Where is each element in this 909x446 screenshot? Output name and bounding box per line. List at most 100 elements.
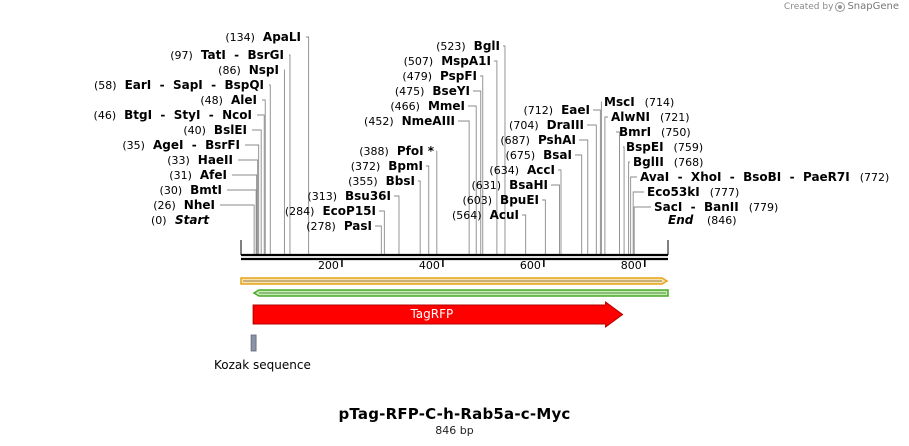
- enzyme-labels: ApaLI (134) TatI - BsrGI (97) NspI (86)EarI -…: [94, 30, 890, 233]
- enzyme-site-name: BseYI: [432, 84, 470, 98]
- enzyme-site-position: (675): [506, 149, 536, 162]
- enzyme-site-position: (479): [402, 70, 432, 83]
- enzyme-site-line: [604, 116, 608, 254]
- enzyme-site-name: PasI: [344, 219, 372, 233]
- enzyme-site-line: [630, 176, 637, 254]
- enzyme-site-name: AleI: [231, 93, 257, 107]
- enzyme-site-position: (466): [390, 100, 420, 113]
- enzyme-site-name: BglI: [474, 39, 500, 53]
- enzyme-site-name: EcoP15I: [322, 204, 376, 218]
- enzyme-site-line: [269, 84, 271, 254]
- enzyme-site-line: [468, 105, 477, 254]
- enzyme-site-name: Bsu36I: [345, 189, 391, 203]
- enzyme-site-position: (86): [218, 64, 241, 77]
- enzyme-site-position: (58): [94, 79, 117, 92]
- enzyme-site-position: (97): [170, 49, 193, 62]
- enzyme-site-position: (768): [674, 156, 704, 169]
- enzyme-site-line: [623, 146, 625, 254]
- enzyme-site-line: [262, 99, 266, 254]
- enzyme-site-position: (714): [645, 96, 675, 109]
- enzyme-site-position: (40): [183, 124, 206, 137]
- credit-brand: SnapGene: [847, 1, 899, 12]
- enzyme-site-name: BbsI: [386, 174, 415, 188]
- enzyme-site-name: BglII: [633, 155, 664, 169]
- enzyme-site-position: (779): [749, 201, 779, 214]
- enzyme-site-position: (712): [524, 104, 554, 117]
- enzyme-site-position: (313): [307, 190, 337, 203]
- enzyme-site-position: (388): [359, 145, 389, 158]
- enzyme-site-line: [238, 159, 259, 254]
- enzyme-site-name: PspFI: [440, 69, 477, 83]
- enzyme-site-position: (30): [160, 184, 183, 197]
- enzyme-site-position: (46): [94, 109, 117, 122]
- enzyme-site-position: (721): [660, 111, 690, 124]
- enzyme-site-line: [558, 169, 562, 254]
- enzyme-site-name: ApaLI: [263, 30, 301, 44]
- enzyme-site-name: BtgI - StyI - NcoI: [124, 108, 252, 122]
- enzyme-site-name: MmeI: [428, 99, 465, 113]
- cut-site-lines: [220, 36, 669, 255]
- enzyme-site-name: BslEI: [214, 123, 247, 137]
- enzyme-site-line: [220, 204, 255, 254]
- enzyme-site-position: (355): [348, 175, 378, 188]
- enzyme-site-line: [418, 180, 421, 254]
- enzyme-site-line: [628, 161, 630, 254]
- enzyme-site-name: BmtI: [190, 183, 222, 197]
- enzyme-site-name: BpmI: [388, 159, 423, 173]
- ruler-tick-label: 600: [520, 259, 541, 272]
- tagrfp-feature-label: TagRFP: [409, 307, 453, 321]
- enzyme-site-name: MspA1I: [441, 54, 491, 68]
- enzyme-site-line: [494, 60, 498, 254]
- enzyme-site-position: (772): [860, 171, 890, 184]
- enzyme-site-position: (35): [122, 139, 145, 152]
- enzyme-site-name: BspEI: [626, 140, 664, 154]
- enzyme-site-line: [616, 131, 620, 254]
- enzyme-site-position: (750): [661, 126, 691, 139]
- enzyme-site-name: BpuEI: [500, 193, 539, 207]
- enzyme-site-line: [375, 225, 382, 254]
- enzyme-site-line: [458, 120, 470, 254]
- credit-text: Created by: [783, 1, 834, 12]
- feature-track: TagRFP Kozak sequence: [214, 301, 624, 372]
- enzyme-site-name: HaeII: [198, 153, 233, 167]
- snapgene-credit: Created by SnapGene: [784, 1, 899, 12]
- enzyme-site-name: Eco53kI: [647, 185, 700, 199]
- enzyme-site-line: [503, 45, 506, 254]
- snapgene-logo-icon: [835, 1, 846, 12]
- enzyme-site-name: NheI: [184, 198, 215, 212]
- enzyme-site-line: [426, 165, 430, 254]
- enzyme-site-name: AcuI: [490, 208, 519, 222]
- enzyme-site-line: [587, 124, 597, 254]
- enzyme-site-line: [579, 139, 589, 254]
- enzyme-site-line: [394, 195, 400, 254]
- start-label: Start: [175, 213, 210, 227]
- enzyme-site-position: (523): [436, 40, 466, 53]
- enzyme-site-position: (284): [285, 205, 315, 218]
- enzyme-site-name: DraIII: [547, 118, 584, 132]
- enzyme-site-name: AccI: [527, 163, 555, 177]
- start-position: (0): [151, 214, 167, 227]
- enzyme-site-position: (777): [710, 186, 740, 199]
- enzyme-site-position: (687): [500, 134, 530, 147]
- enzyme-site-line: [551, 184, 560, 254]
- enzyme-site-name: AlwNI: [611, 110, 650, 124]
- plasmid-name: pTag-RFP-C-h-Rab5a-c-Myc: [338, 405, 571, 423]
- ruler-tick-label: 200: [318, 259, 339, 272]
- enzyme-site-name: MscI: [604, 95, 635, 109]
- enzyme-site-line: [257, 114, 265, 254]
- enzyme-site-position: (603): [462, 194, 492, 207]
- enzyme-site-name: PshAI: [538, 133, 576, 147]
- enzyme-site-line: [593, 109, 601, 254]
- enzyme-site-name: AfeI: [200, 168, 227, 182]
- enzyme-site-position: (33): [167, 154, 190, 167]
- enzyme-site-name: SacI - BanII: [654, 200, 739, 214]
- plasmid-length: 846 bp: [435, 424, 474, 437]
- enzyme-site-position: (634): [489, 164, 519, 177]
- enzyme-site-position: (704): [509, 119, 539, 132]
- enzyme-site-line: [245, 144, 260, 254]
- orf-arrows: [240, 277, 669, 297]
- enzyme-site-name: EarI - SapI - BspQI: [125, 78, 264, 92]
- tagrfp-feature-arrow: [252, 301, 624, 328]
- enzyme-site-name: PfoI *: [397, 144, 435, 158]
